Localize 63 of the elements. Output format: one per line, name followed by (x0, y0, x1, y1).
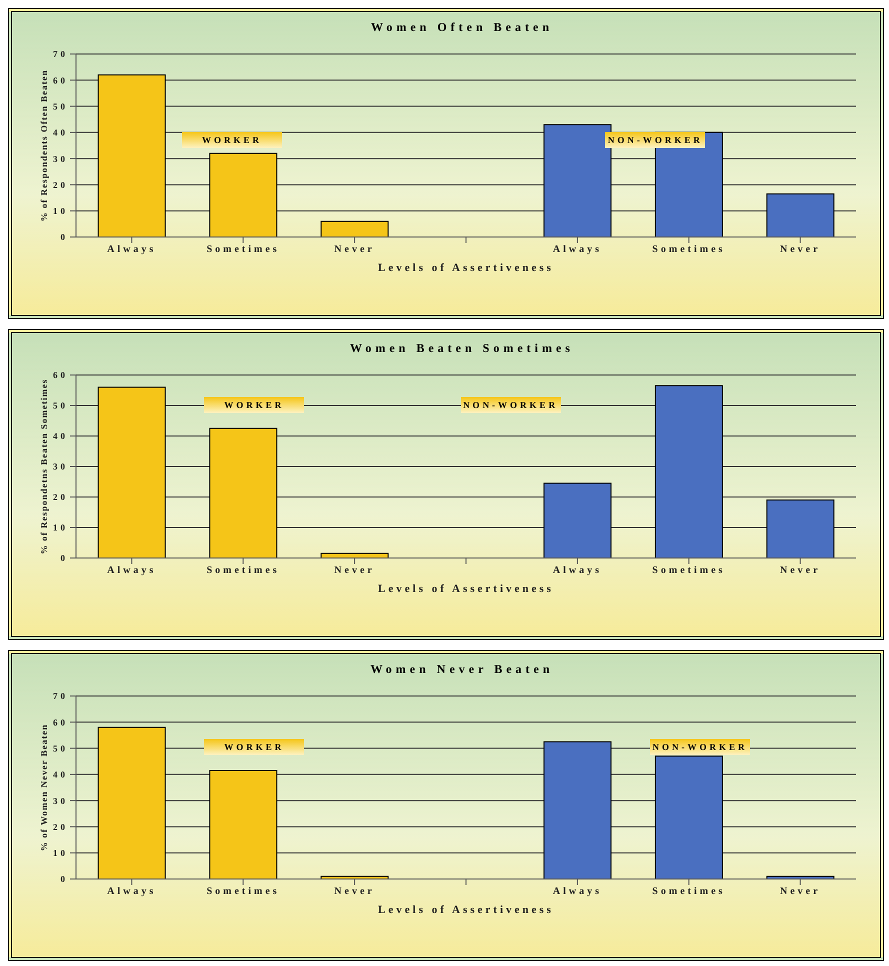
bar (654, 385, 723, 558)
y-tick-label: 70 (53, 49, 68, 60)
y-tick-label: 50 (53, 400, 68, 411)
bar (654, 756, 723, 879)
x-tick-label: Never (780, 565, 821, 576)
bar (209, 770, 278, 879)
x-tick-label: Always (552, 565, 602, 576)
bar (766, 500, 834, 558)
x-tick-label: Sometimes (652, 244, 726, 256)
x-tick-label: Never (334, 886, 375, 898)
y-tick-label: 0 (60, 553, 68, 564)
bar (209, 152, 278, 237)
y-tick-label: 70 (53, 691, 68, 702)
x-axis-title: Levels of Assertiveness (378, 262, 554, 274)
bar (98, 74, 166, 237)
y-tick-label: 20 (53, 180, 68, 190)
y-tick-label: 50 (53, 101, 68, 112)
x-axis-title: Levels of Assertiveness (378, 583, 554, 595)
x-axis-title: Levels of Assertiveness (378, 904, 554, 916)
x-tick-label: Always (107, 244, 156, 256)
bar (320, 220, 389, 237)
x-tick-label: Sometimes (652, 886, 726, 898)
chart-title: Women Often Beaten (370, 20, 554, 35)
x-tick-label: Always (552, 886, 602, 898)
x-tick-label: Sometimes (206, 886, 280, 898)
y-tick-label: 10 (53, 206, 68, 216)
x-tick-label: Never (334, 244, 375, 256)
y-tick-label: 40 (53, 431, 68, 442)
bar (209, 428, 278, 558)
y-axis-title: % of Women Never Beaten (39, 724, 50, 852)
bar (544, 482, 612, 558)
chart-title: Women Never Beaten (369, 662, 555, 677)
y-tick-label: 0 (60, 232, 68, 242)
y-tick-label: 60 (53, 370, 68, 380)
y-tick-label: 30 (53, 154, 68, 164)
y-tick-label: 60 (53, 75, 68, 86)
y-tick-label: 0 (60, 874, 68, 884)
x-tick-label: Never (334, 565, 375, 576)
bar (98, 726, 166, 879)
y-tick-label: 20 (53, 822, 68, 832)
y-tick-label: 30 (53, 796, 68, 806)
x-tick-label: Sometimes (652, 565, 726, 576)
x-tick-label: Sometimes (206, 244, 280, 256)
bar (766, 193, 834, 237)
y-tick-label: 60 (53, 717, 68, 728)
x-tick-label: Never (780, 244, 821, 256)
y-tick-label: 40 (53, 128, 68, 138)
y-tick-label: 10 (53, 522, 68, 533)
chart-title: Women Beaten Sometimes (349, 341, 575, 356)
y-tick-label: 20 (53, 492, 68, 502)
bar (98, 386, 166, 558)
x-tick-label: Never (780, 886, 821, 898)
y-tick-label: 50 (53, 743, 68, 754)
x-tick-label: Always (107, 565, 156, 576)
x-tick-label: Always (107, 886, 156, 898)
y-tick-label: 30 (53, 462, 68, 472)
y-axis-title: % of Respondents Often Beaten (39, 70, 50, 222)
y-tick-label: 10 (53, 848, 68, 858)
x-tick-label: Sometimes (206, 565, 280, 576)
y-axis-title: % of Respondetns Beaten Sometimes (39, 378, 50, 554)
bar (544, 741, 612, 879)
y-tick-label: 40 (53, 770, 68, 780)
x-tick-label: Always (552, 244, 602, 256)
